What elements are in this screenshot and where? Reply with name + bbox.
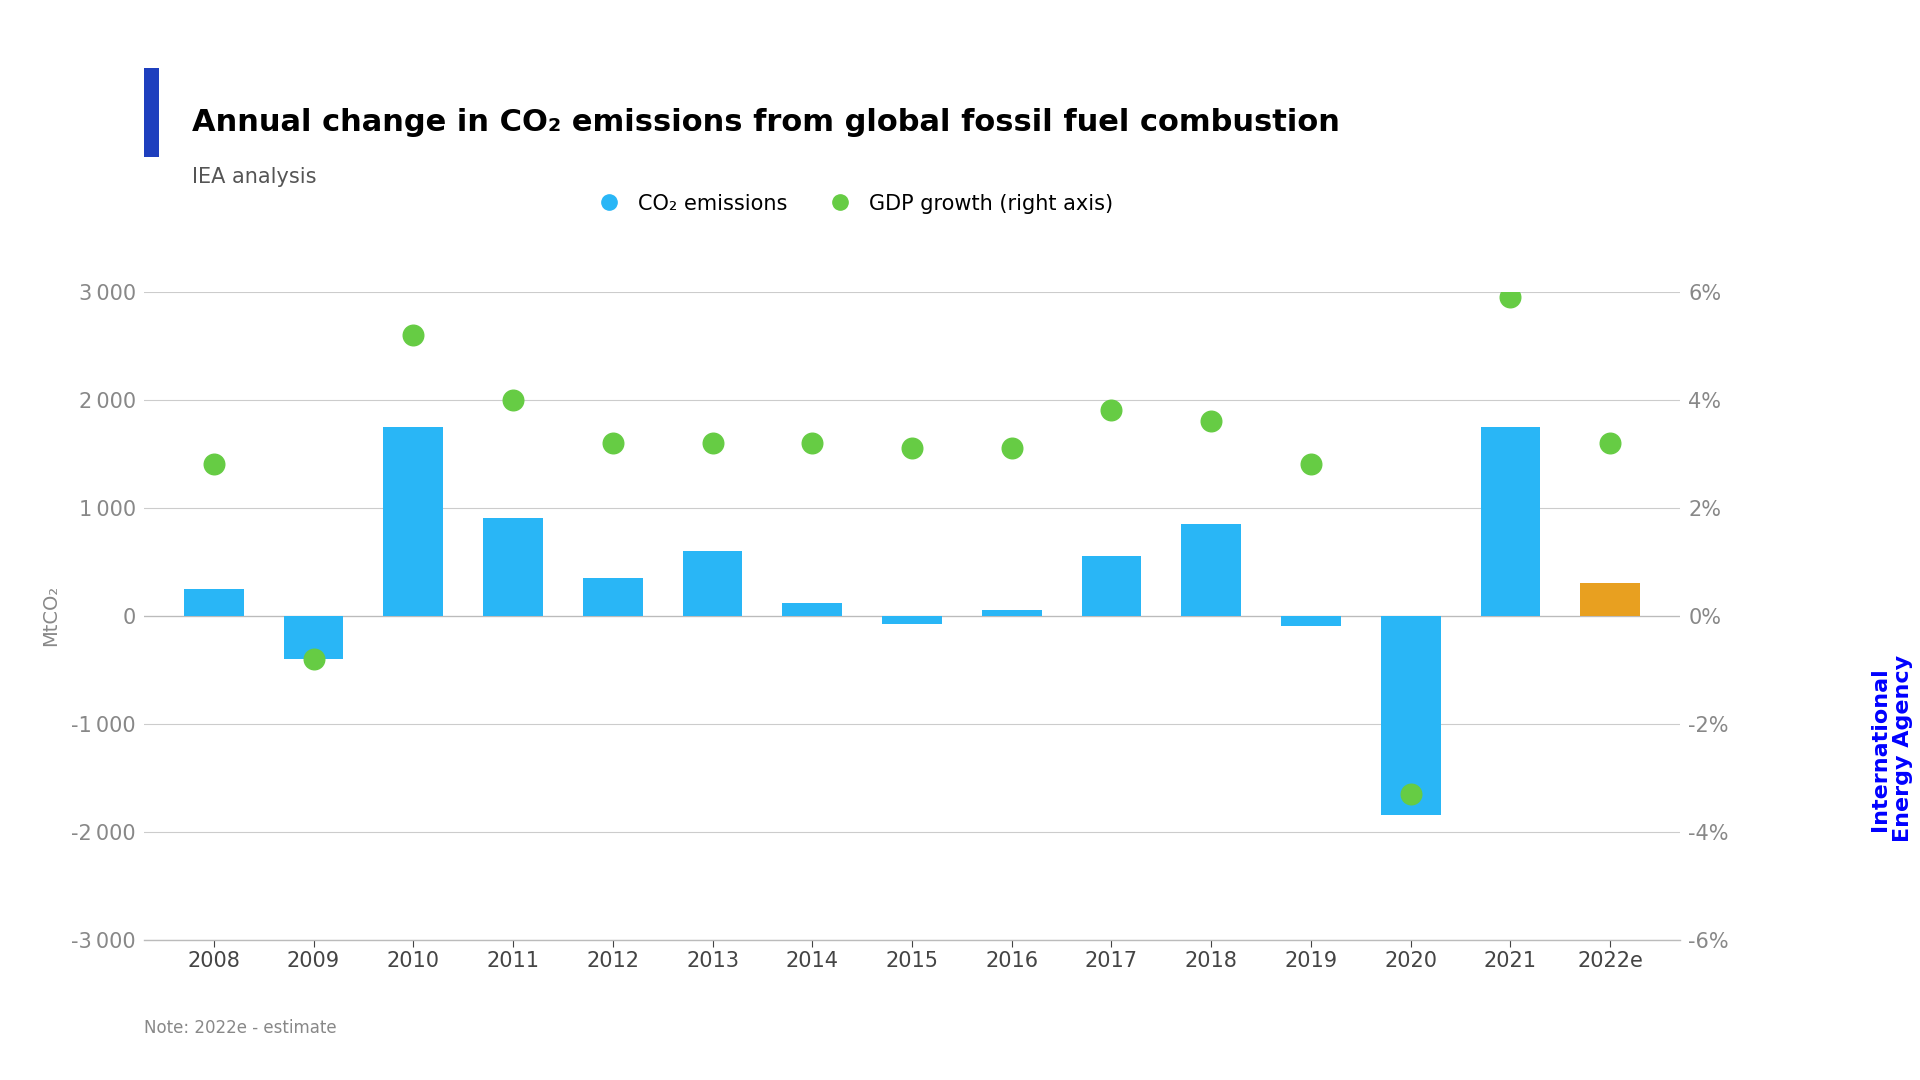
Bar (1480, 427, 1540, 616)
Point (1396, 785, 1427, 802)
Point (597, 434, 628, 451)
Point (397, 326, 428, 343)
Y-axis label: MtCO₂: MtCO₂ (40, 585, 60, 646)
Bar (384, 427, 444, 616)
Text: Note: 2022e - estimate: Note: 2022e - estimate (144, 1018, 336, 1037)
Bar (1580, 583, 1640, 616)
Bar (284, 616, 344, 659)
Bar (781, 603, 843, 616)
Point (1096, 402, 1127, 419)
Text: IEA analysis: IEA analysis (192, 167, 317, 188)
Point (797, 434, 828, 451)
Bar (484, 518, 543, 616)
Point (1196, 413, 1227, 430)
Point (298, 650, 328, 667)
Bar (1281, 616, 1340, 626)
Bar (981, 610, 1043, 616)
Point (1296, 456, 1327, 473)
Point (1496, 288, 1526, 306)
Bar (881, 616, 943, 624)
Bar (684, 551, 743, 616)
Bar (1081, 556, 1140, 616)
Bar (1181, 524, 1240, 616)
Bar (1380, 616, 1440, 815)
Point (697, 434, 728, 451)
Point (897, 440, 927, 457)
Point (1596, 434, 1626, 451)
Point (996, 440, 1027, 457)
Text: Annual change in CO₂ emissions from global fossil fuel combustion: Annual change in CO₂ emissions from glob… (192, 108, 1340, 137)
Bar (184, 589, 244, 616)
Point (198, 456, 228, 473)
Bar (584, 578, 643, 616)
Legend: CO₂ emissions, GDP growth (right axis): CO₂ emissions, GDP growth (right axis) (580, 186, 1121, 222)
Text: International
Energy Agency: International Energy Agency (1870, 656, 1912, 842)
Point (497, 391, 528, 408)
